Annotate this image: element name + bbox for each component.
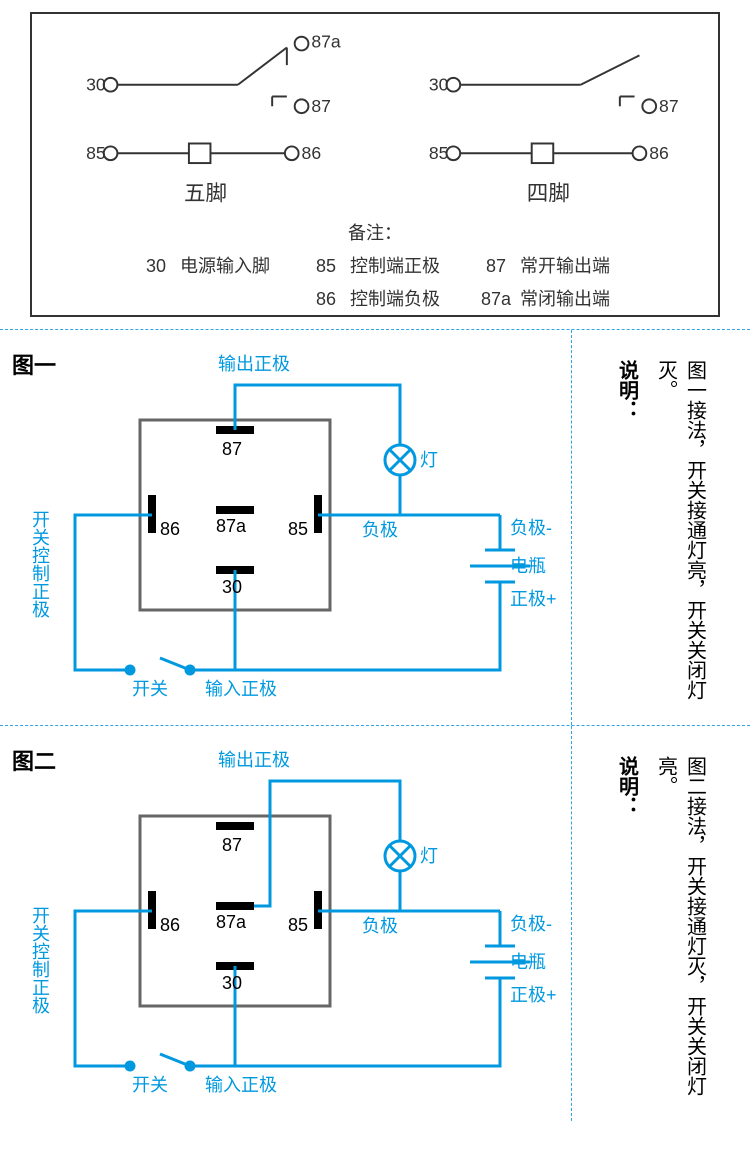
note-num: 30 bbox=[140, 252, 172, 281]
five-pin-title: 五脚 bbox=[184, 181, 227, 205]
switch-label: 开关 bbox=[132, 1075, 168, 1095]
switch-label: 开关 bbox=[132, 679, 168, 699]
note-txt: 常开输出端 bbox=[520, 252, 610, 281]
input-pos-label: 输入正极 bbox=[205, 1075, 277, 1095]
figure-1-title: 图一 bbox=[12, 348, 56, 380]
figure-2-svg: 输出正极 灯 负极 负极- 电瓶 正极+ 开关 输入正极 87 87a 86 8… bbox=[0, 726, 572, 1116]
note-txt: 常闭输出端 bbox=[520, 285, 610, 314]
four-pin-title: 四脚 bbox=[527, 181, 570, 205]
note-num: 87a bbox=[480, 285, 512, 314]
pin-reference-box: 30 87a 87 85 86 五脚 30 bbox=[30, 12, 720, 317]
note-num: 85 bbox=[310, 252, 342, 281]
pin-87-label-r: 87 bbox=[659, 96, 679, 116]
neg-minus-label: 负极- bbox=[510, 914, 552, 934]
figure-2-title: 图二 bbox=[12, 744, 56, 776]
note-num: 86 bbox=[310, 285, 342, 314]
figure-2-explain: 说明： 图二接法，开关接通灯灭，开关关闭灯亮。 bbox=[572, 726, 750, 1121]
pin-85-label-r: 85 bbox=[429, 143, 449, 163]
sw-ctrl-pos-label: 开关控制正极 bbox=[30, 510, 50, 618]
battery-label: 电瓶 bbox=[510, 556, 546, 576]
p86-label: 86 bbox=[160, 915, 180, 935]
pin-85-label: 85 bbox=[86, 143, 106, 163]
neg-minus-label: 负极- bbox=[510, 518, 552, 538]
pin-87a-label: 87a bbox=[311, 32, 341, 52]
p30-label: 30 bbox=[222, 577, 242, 597]
p85-label: 85 bbox=[288, 915, 308, 935]
p87a-label: 87a bbox=[216, 912, 247, 932]
pin-86-label-r: 86 bbox=[649, 143, 669, 163]
notes-title: 备注： bbox=[42, 219, 708, 248]
pos-plus-label: 正极+ bbox=[510, 589, 557, 609]
pin-30-label-r: 30 bbox=[429, 75, 449, 95]
p30-label: 30 bbox=[222, 973, 242, 993]
figure-1-section: 图一 bbox=[0, 329, 750, 725]
notes-block: 备注： 30电源输入脚 85控制端正极 87常开输出端 30电源输入脚 86控制… bbox=[42, 219, 708, 313]
sw-ctrl-pos-label: 开关控制正极 bbox=[30, 906, 50, 1014]
pos-plus-label: 正极+ bbox=[510, 985, 557, 1005]
explain-label: 说明： bbox=[613, 756, 642, 816]
note-num: 87 bbox=[480, 252, 512, 281]
note-txt: 电源输入脚 bbox=[180, 252, 270, 281]
explain-text: 图一接法，开关接通灯亮，开关关闭灯灭。 bbox=[652, 360, 710, 725]
lamp-label: 灯 bbox=[420, 450, 438, 470]
note-txt: 控制端正极 bbox=[350, 252, 440, 281]
p86-label: 86 bbox=[160, 519, 180, 539]
p87-label: 87 bbox=[222, 439, 242, 459]
five-pin-schematic: 30 87a 87 85 86 五脚 bbox=[86, 32, 341, 206]
neg-label: 负极 bbox=[362, 916, 398, 936]
four-pin-schematic: 30 87 85 86 四脚 bbox=[429, 55, 679, 205]
input-pos-label: 输入正极 bbox=[205, 679, 277, 699]
p87-label: 87 bbox=[222, 835, 242, 855]
lamp-label: 灯 bbox=[420, 846, 438, 866]
pin-87-label: 87 bbox=[311, 96, 331, 116]
figure-2-section: 图二 bbox=[0, 725, 750, 1121]
p87a-label: 87a bbox=[216, 516, 247, 536]
note-txt: 控制端负极 bbox=[350, 285, 440, 314]
explain-label: 说明： bbox=[613, 360, 642, 420]
pin-86-label: 86 bbox=[302, 143, 322, 163]
figure-1-explain: 说明： 图一接法，开关接通灯亮，开关关闭灯灭。 bbox=[572, 330, 750, 725]
battery-label: 电瓶 bbox=[510, 952, 546, 972]
output-pos-label: 输出正极 bbox=[218, 354, 290, 374]
output-pos-label: 输出正极 bbox=[218, 750, 290, 770]
pin-30-label: 30 bbox=[86, 75, 106, 95]
pin-diagram-svg: 30 87a 87 85 86 五脚 30 bbox=[42, 24, 708, 214]
neg-label: 负极 bbox=[362, 520, 398, 540]
explain-text: 图二接法，开关接通灯灭，开关关闭灯亮。 bbox=[652, 756, 710, 1121]
figure-1-svg: 输出正极 灯 负极 负极- 电瓶 正极+ 开关 输入正极 87 87a 86 8… bbox=[0, 330, 572, 720]
p85-label: 85 bbox=[288, 519, 308, 539]
